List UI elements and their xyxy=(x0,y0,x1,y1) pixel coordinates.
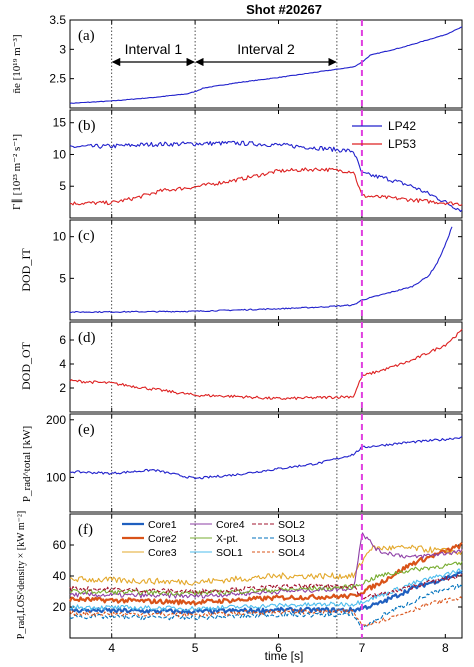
y-tick-label: 10 xyxy=(53,147,67,161)
interval-label: Interval 2 xyxy=(237,41,295,57)
panel-b-ylabel: Γ∥ [10²³ m⁻² s⁻¹] xyxy=(11,134,23,210)
series-line-core4 xyxy=(69,532,463,599)
legend-label: SOL4 xyxy=(278,547,305,559)
panel-f-ylabel: P_rad,LOS^density × [kW m⁻²] xyxy=(16,511,27,639)
panel-frame xyxy=(69,321,463,413)
legend-label: SOL2 xyxy=(278,519,305,531)
legend-label: LP53 xyxy=(388,137,416,151)
series-line-trace xyxy=(69,226,453,314)
panel-frame xyxy=(69,109,463,219)
y-tick-label: 15 xyxy=(53,116,67,130)
panel-tag: (b) xyxy=(78,118,96,134)
series-line-x-pt- xyxy=(69,561,463,596)
panel-frame xyxy=(69,219,463,321)
series-line-trace xyxy=(69,26,463,105)
y-tick-label: 4 xyxy=(59,357,66,371)
panel-d-ylabel: DOD_OT xyxy=(19,341,33,390)
panel-c: 5 10 (c) xyxy=(53,219,463,321)
y-tick-label: 60 xyxy=(53,538,67,552)
panel-tag: (e) xyxy=(78,422,95,438)
panel-tag: (c) xyxy=(78,228,95,244)
x-tick-label: 6 xyxy=(275,641,282,655)
legend-label: Core3 xyxy=(148,547,177,559)
series-line-core1 xyxy=(70,570,463,615)
x-tick-label: 4 xyxy=(108,641,115,655)
x-tick-label: 7 xyxy=(359,641,366,655)
y-tick-label: 100 xyxy=(46,470,66,484)
series-line-sol4 xyxy=(69,596,463,627)
y-tick-label: 10 xyxy=(53,230,67,244)
legend-label: LP42 xyxy=(388,119,416,133)
y-tick-label: 200 xyxy=(46,413,66,427)
panel-tag: (a) xyxy=(78,28,95,44)
interval-label: Interval 1 xyxy=(125,41,183,57)
legend-label: Core2 xyxy=(148,533,177,545)
panel-e: 100 200 (e) xyxy=(46,413,463,513)
figure-title: Shot #20267 xyxy=(246,2,322,17)
y-tick-label: 20 xyxy=(53,600,67,614)
legend-label: Core1 xyxy=(148,519,177,531)
legend-label: SOL3 xyxy=(278,533,305,545)
x-tick-label: 8 xyxy=(442,641,449,655)
series-line-lp42 xyxy=(69,140,463,213)
panel-tag: (d) xyxy=(78,330,96,346)
y-tick-label: 6 xyxy=(59,333,66,347)
panel-a: 2.5 3 3.5 (a) xyxy=(49,13,463,109)
panels: 2.5 3 3.5 (a) 5 10 15 (b) 5 10 (c) 2 4 6 (d) 100 200 (e) 2… xyxy=(46,13,463,655)
legend-label: Core4 xyxy=(216,519,245,531)
y-tick-label: 2 xyxy=(59,381,66,395)
panel-a-ylabel: n̄e [10¹⁹ m⁻³] xyxy=(11,34,23,93)
series-line-trace xyxy=(69,328,463,401)
panel-frame xyxy=(69,413,463,513)
y-tick-label: 40 xyxy=(53,569,67,583)
legend-label: SOL1 xyxy=(216,547,243,559)
panel-d: 2 4 6 (d) xyxy=(59,321,463,413)
y-tick-label: 5 xyxy=(59,179,66,193)
series-line-trace xyxy=(69,435,463,480)
panel-c-ylabel: DOD_IT xyxy=(19,248,33,292)
series-line-sol1 xyxy=(69,568,463,612)
y-tick-label: 5 xyxy=(59,271,66,285)
panel-frame xyxy=(69,19,463,109)
panel-e-ylabel: P_rad^total [kW] xyxy=(21,426,33,502)
x-axis-label: time [s] xyxy=(265,649,304,663)
panel-tag: (f) xyxy=(78,522,93,538)
panel-b: 5 10 15 (b) xyxy=(53,109,463,219)
panel-f: 20 40 60 (f) xyxy=(53,513,463,639)
series-line-sol2 xyxy=(69,574,463,600)
y-tick-label: 3.5 xyxy=(49,13,66,27)
y-tick-label: 3 xyxy=(59,42,66,56)
series-line-core3 xyxy=(69,544,463,586)
series-line-lp53 xyxy=(69,167,463,206)
series-line-sol3 xyxy=(69,583,463,631)
y-tick-label: 2.5 xyxy=(49,72,66,86)
legend-label: X-pt. xyxy=(216,533,238,545)
x-tick-label: 5 xyxy=(192,641,199,655)
